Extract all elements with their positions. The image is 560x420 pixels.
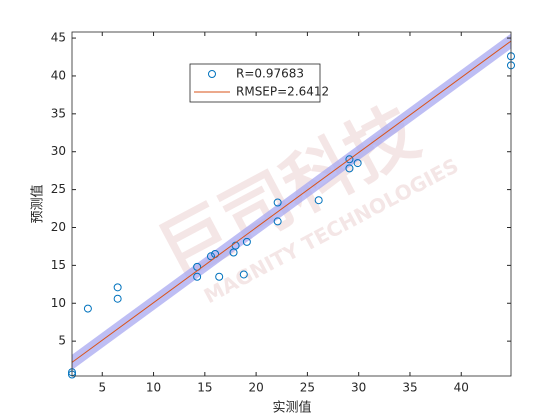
y-tick-label: 45 xyxy=(51,31,66,45)
y-tick-label: 20 xyxy=(51,220,66,234)
y-tick-label: 15 xyxy=(51,258,66,272)
legend-swatch xyxy=(208,70,216,78)
scatter-point xyxy=(113,294,122,303)
legend-label: RMSEP=2.6412 xyxy=(236,85,329,99)
scatter-point xyxy=(83,304,92,313)
scatter-point xyxy=(353,159,362,168)
fit-line xyxy=(71,40,512,363)
axes-box xyxy=(71,31,512,377)
scatter-point xyxy=(314,196,323,205)
scatter-point xyxy=(242,237,251,246)
x-tick-label: 15 xyxy=(197,381,212,395)
scatter-point xyxy=(215,272,224,281)
y-tick-label: 25 xyxy=(51,182,66,196)
x-axis-label: 实测值 xyxy=(272,400,311,416)
x-tick-label: 30 xyxy=(351,381,366,395)
y-tick-label: 30 xyxy=(51,144,66,158)
scatter-point xyxy=(345,155,354,164)
scatter-point xyxy=(113,283,122,292)
scatter-point xyxy=(193,272,202,281)
x-tick-label: 35 xyxy=(402,381,417,395)
x-tick-label: 40 xyxy=(454,381,469,395)
y-tick-label: 35 xyxy=(51,106,66,120)
y-tick-label: 10 xyxy=(51,296,66,310)
x-tick-label: 20 xyxy=(248,381,263,395)
y-axis-label: 预测值 xyxy=(30,184,46,223)
x-tick-label: 10 xyxy=(146,381,161,395)
scatter-point xyxy=(206,252,215,261)
y-tick-label: 5 xyxy=(58,334,66,348)
scatter-point xyxy=(273,217,282,226)
scatter-point xyxy=(345,164,354,173)
legend-label: R=0.97683 xyxy=(236,67,304,81)
x-tick-label: 5 xyxy=(98,381,106,395)
scatter-point xyxy=(239,270,248,279)
x-tick-label: 25 xyxy=(300,381,315,395)
scatter-point xyxy=(273,198,282,207)
y-tick-label: 40 xyxy=(51,68,66,82)
